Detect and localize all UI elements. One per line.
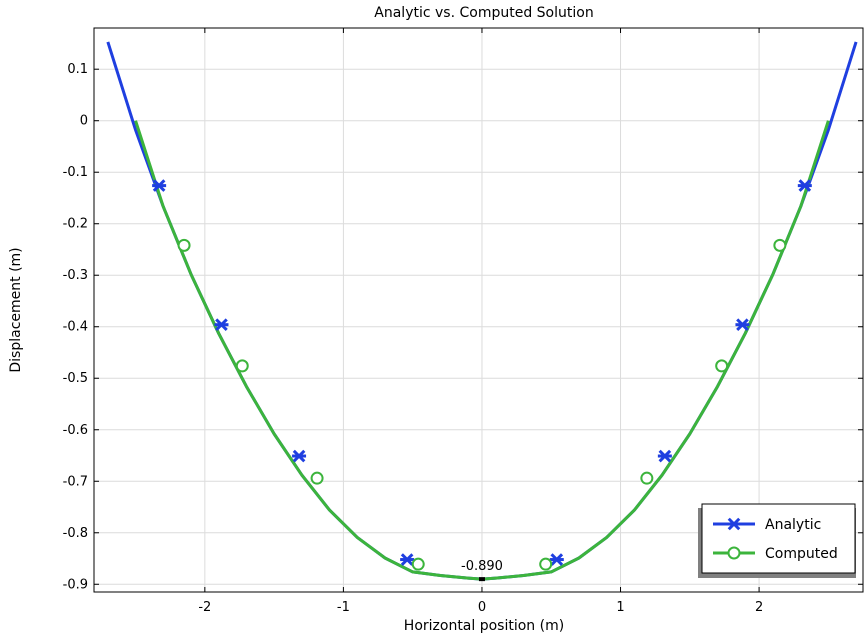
- x-tick-label: -2: [198, 600, 211, 615]
- y-tick-label: -0.9: [63, 577, 88, 592]
- computed-markers: [177, 238, 787, 571]
- y-tick-label: -0.3: [63, 268, 88, 283]
- y-tick-label: 0: [80, 114, 88, 129]
- legend: Analytic Computed: [698, 503, 856, 578]
- plot-frame: [93, 27, 864, 593]
- annotation-layer: -0.890: [461, 559, 503, 582]
- computed-marker: [640, 471, 654, 485]
- tick-layer: -2 -1 0 1 2 0.1 0 -0.1 -0.2 -0.3 -0.4 -0.5 -0.6 -0.7 -…: [63, 28, 863, 615]
- analytic-marker: [292, 449, 307, 463]
- y-tick-label: 0.1: [67, 62, 88, 77]
- computed-marker: [310, 471, 324, 485]
- analytic-marker: [735, 318, 750, 331]
- legend-item-computed: Computed: [713, 546, 838, 562]
- y-tick-label: -0.6: [63, 423, 88, 438]
- y-tick-label: -0.8: [63, 526, 88, 541]
- computed-marker: [177, 238, 191, 252]
- analytic-marker: [657, 449, 672, 463]
- y-tick-label: -0.1: [63, 165, 88, 180]
- x-tick-label: 2: [755, 600, 763, 615]
- x-axis-title: Horizontal position (m): [404, 618, 564, 634]
- y-tick-label: -0.2: [63, 217, 88, 232]
- computed-marker: [727, 546, 741, 560]
- analytic-marker: [152, 179, 167, 192]
- legend-label: Analytic: [765, 517, 821, 533]
- legend-label: Computed: [765, 546, 838, 562]
- annotation-label: -0.890: [461, 559, 503, 574]
- legend-box: [701, 503, 856, 574]
- analytic-marker: [400, 553, 415, 566]
- y-tick-label: -0.5: [63, 371, 88, 386]
- analytic-markers: [152, 179, 812, 566]
- analytic-marker: [727, 517, 741, 531]
- analytic-marker: [549, 553, 564, 566]
- legend-item-analytic: Analytic: [713, 517, 821, 533]
- chart-title: Analytic vs. Computed Solution: [374, 5, 593, 21]
- analytic-marker: [214, 318, 229, 331]
- y-tick-label: -0.4: [63, 320, 88, 335]
- x-tick-label: 0: [478, 600, 486, 615]
- computed-marker: [773, 238, 787, 252]
- x-tick-label: 1: [616, 600, 624, 615]
- computed-marker: [539, 557, 553, 571]
- annotation-point: [478, 577, 485, 582]
- y-axis-title: Displacement (m): [8, 247, 24, 372]
- computed-marker: [715, 359, 729, 373]
- computed-marker: [235, 359, 249, 373]
- y-tick-label: -0.7: [63, 474, 88, 489]
- x-tick-label: -1: [337, 600, 350, 615]
- legend-items: Analytic Computed: [713, 517, 838, 562]
- analytic-marker: [797, 179, 812, 192]
- computed-marker: [411, 557, 425, 571]
